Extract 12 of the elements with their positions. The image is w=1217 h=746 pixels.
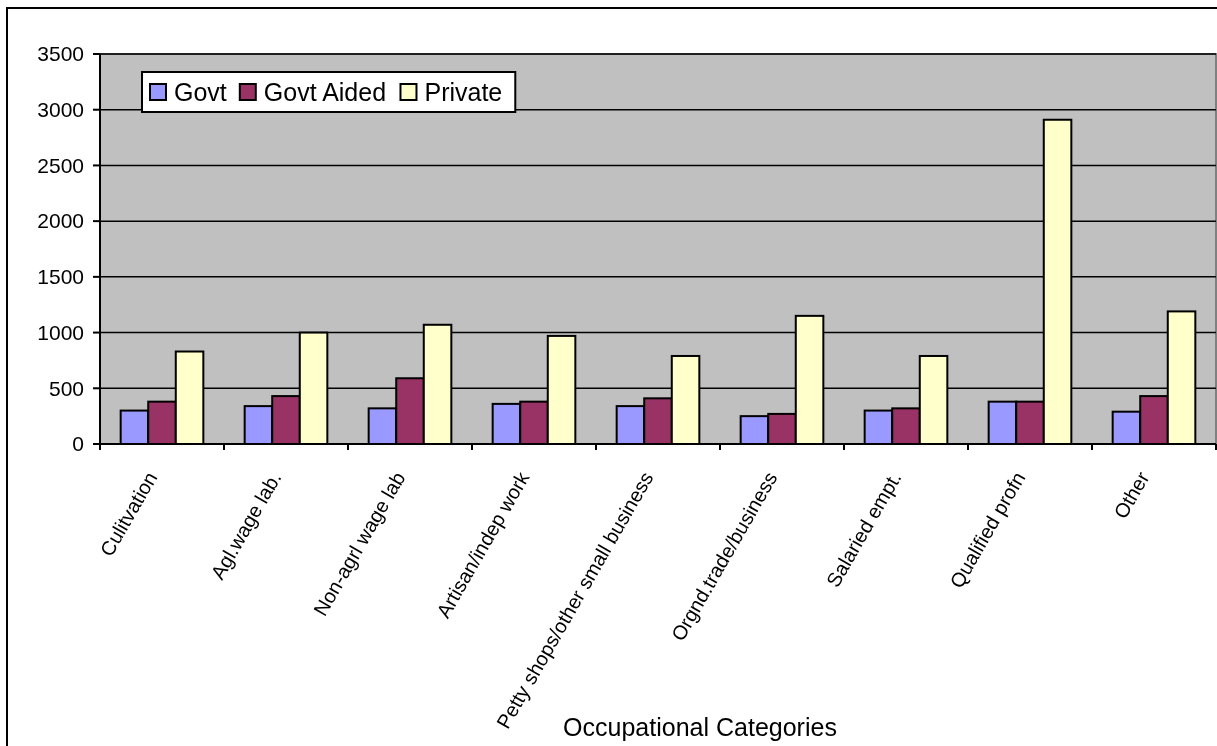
legend-label: Govt — [174, 77, 227, 106]
y-tick-label: 0 — [72, 432, 84, 456]
y-tick-label: 1000 — [37, 320, 84, 344]
legend-label: Govt Aided — [263, 77, 387, 106]
legend-label: Private — [424, 77, 503, 106]
y-tick-label: 2500 — [37, 153, 84, 177]
y-tick-label: 3500 — [37, 42, 84, 66]
y-tick-label: 2000 — [37, 209, 84, 233]
y-tick-label: 500 — [48, 376, 84, 400]
y-tick-label: 3000 — [37, 98, 84, 122]
x-axis-title: Occupational Categories — [563, 713, 837, 741]
y-tick-label: 1500 — [37, 265, 84, 289]
